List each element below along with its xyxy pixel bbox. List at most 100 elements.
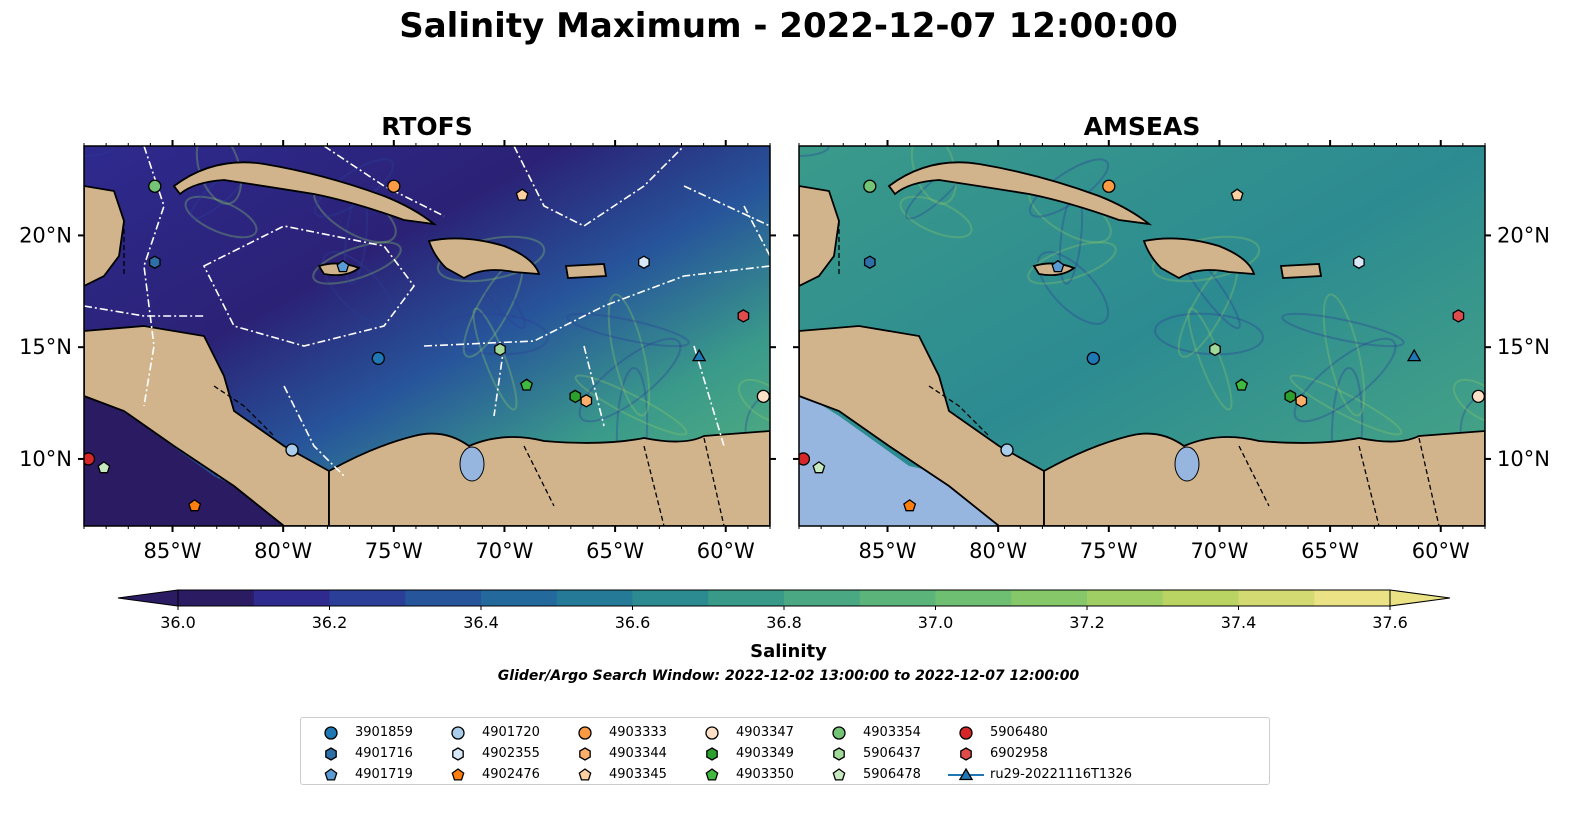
eez-boundary xyxy=(423,265,770,347)
legend-item: 4903350 xyxy=(692,765,817,786)
y-tick-label: 10°N xyxy=(1497,447,1550,471)
legend-label: 4902355 xyxy=(482,746,540,761)
legend: 3901859 4901716 4901719 4901720 4902355 49024… xyxy=(300,717,1270,785)
x-tick-label: 70°W xyxy=(1190,539,1248,563)
colorbar-tick-label: 37.2 xyxy=(1069,613,1105,632)
colorbar-bin xyxy=(935,590,1012,606)
colorbar-bin xyxy=(1314,590,1391,606)
colorbar-bin xyxy=(253,590,330,606)
eez-boundary xyxy=(743,205,770,257)
float-marker-6902958 xyxy=(1452,309,1465,323)
float-marker-5906480 xyxy=(799,452,811,466)
country-border xyxy=(523,445,555,507)
eez-boundary xyxy=(513,146,685,227)
float-marker-4903333 xyxy=(1102,179,1116,193)
colorbar-bin xyxy=(1238,590,1315,606)
search-window-text: Glider/Argo Search Window: 2022-12-02 13… xyxy=(497,668,1080,684)
x-tick-label: 70°W xyxy=(475,539,533,563)
float-marker-4901716 xyxy=(863,255,876,269)
x-tick-label: 80°W xyxy=(254,539,312,563)
panel-title-amseas: AMSEAS xyxy=(1083,112,1201,141)
float-marker-4901720 xyxy=(1000,443,1014,457)
float-marker-5906478 xyxy=(97,461,111,474)
colorbar-bin xyxy=(329,590,406,606)
salinity-eddy xyxy=(566,312,690,348)
salinity-eddy xyxy=(184,195,258,239)
float-marker-4903333 xyxy=(387,179,401,193)
float-marker-4902355 xyxy=(638,255,650,269)
float-marker-6902958 xyxy=(737,309,750,323)
country-border xyxy=(1418,437,1440,526)
float-marker-5906480 xyxy=(84,452,96,466)
salinity-eddy xyxy=(1187,307,1233,411)
float-marker-4903350 xyxy=(520,378,534,391)
legend-label: 4903354 xyxy=(863,725,921,740)
colorbar-bin xyxy=(556,590,633,606)
colorbar-bin xyxy=(178,590,255,606)
y-tick-label: 15°N xyxy=(19,335,72,359)
salinity-eddy xyxy=(737,378,770,424)
pacific-field xyxy=(84,386,314,526)
landmass xyxy=(172,161,438,226)
colorbar-tick-label: 36.8 xyxy=(766,613,802,632)
legend-marker xyxy=(832,768,846,781)
colorbar-bin xyxy=(784,590,861,606)
y-tick-label: 15°N xyxy=(1497,335,1550,359)
legend-label: 5906480 xyxy=(990,725,1048,740)
salinity-eddy xyxy=(1293,337,1397,423)
legend-marker xyxy=(578,768,592,781)
legend-label: 4903349 xyxy=(736,746,794,761)
legend-marker xyxy=(705,768,719,781)
legend-label: 4901716 xyxy=(355,746,413,761)
legend-marker-pentagon xyxy=(832,768,846,781)
float-marker-4901716 xyxy=(148,255,161,269)
float-marker-4903350 xyxy=(1235,378,1249,391)
colorbar-bin xyxy=(708,590,785,606)
legend-label: 4903344 xyxy=(609,746,667,761)
float-marker-ru29-20221116T1326 xyxy=(691,348,707,362)
legend-label: 4903333 xyxy=(609,725,667,740)
legend-marker-hexagon xyxy=(833,747,845,761)
salinity-eddy xyxy=(436,235,546,283)
colorbar-tick-label: 36.2 xyxy=(312,613,348,632)
colorbar-tick-label: 37.0 xyxy=(918,613,954,632)
colorbar-tick-label: 36.6 xyxy=(615,613,651,632)
legend-marker xyxy=(833,747,845,761)
map-panels: 85°W 80°W 75°W 70°W 65°W 60°W 20°N 15°N 10°N 85°… xyxy=(19,140,1550,563)
rtofs-map: 85°W 80°W 75°W 70°W 65°W 60°W 20°N 15°N 10°N xyxy=(19,140,776,563)
legend-label: 5906478 xyxy=(863,767,921,782)
salinity-eddy xyxy=(607,293,651,417)
legend-marker xyxy=(959,726,973,740)
salinity-eddy xyxy=(1036,251,1110,325)
lake xyxy=(459,446,485,482)
float-marker-4903354 xyxy=(863,179,877,193)
legend-marker xyxy=(324,768,338,781)
legend-label: 4902476 xyxy=(482,767,540,782)
x-tick-label: 85°W xyxy=(144,539,202,563)
legend-marker-pentagon xyxy=(578,768,592,781)
float-marker-4903345 xyxy=(1230,188,1244,201)
legend-marker xyxy=(948,767,984,781)
colorbar-tick-label: 37.4 xyxy=(1221,613,1257,632)
legend-item: ru29-20221116T1326 xyxy=(946,765,1132,786)
colorbar-label: Salinity xyxy=(750,641,827,662)
landmass xyxy=(1043,430,1485,526)
float-marker-4903347 xyxy=(1471,389,1485,404)
legend-marker-circle xyxy=(959,726,973,740)
salinity-eddy xyxy=(574,374,688,436)
colorbar-tick-label: 37.6 xyxy=(1372,613,1408,632)
landmass xyxy=(84,185,125,288)
salinity-eddy xyxy=(578,337,682,423)
colorbar-extend-high xyxy=(1389,589,1451,607)
colorbar-bin xyxy=(481,590,558,606)
eez-boundary xyxy=(143,146,165,407)
salinity-eddy xyxy=(1151,235,1261,283)
legend-item: 5906478 xyxy=(819,765,944,786)
legend-marker-glider xyxy=(958,767,974,781)
lake xyxy=(1174,446,1200,482)
figure-title: Salinity Maximum - 2022-12-07 12:00:00 xyxy=(399,6,1178,46)
float-marker-4903354 xyxy=(148,179,162,193)
x-tick-label: 80°W xyxy=(969,539,1027,563)
legend-label: 4903350 xyxy=(736,767,794,782)
salinity-eddy xyxy=(899,195,973,239)
